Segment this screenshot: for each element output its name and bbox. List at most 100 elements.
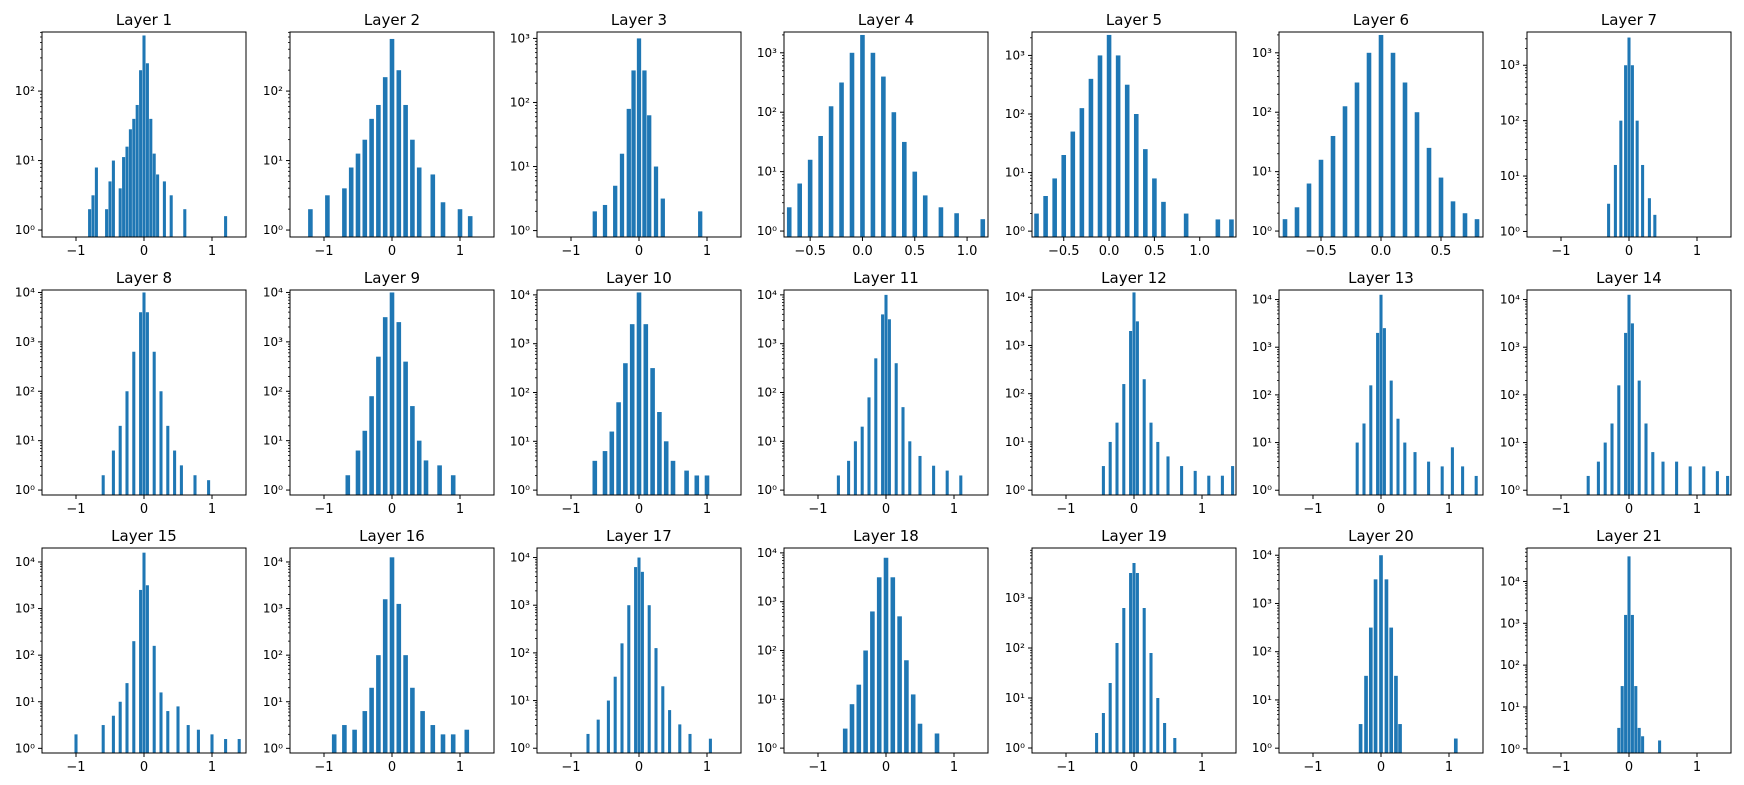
histogram-bar bbox=[602, 204, 608, 237]
histogram-bar bbox=[647, 115, 652, 237]
histogram-bar bbox=[637, 557, 641, 753]
histogram-bar bbox=[661, 686, 665, 753]
panel-title: Layer 5 bbox=[1106, 11, 1162, 29]
panel-title: Layer 16 bbox=[359, 527, 425, 545]
histogram-bar bbox=[883, 557, 889, 753]
histogram-bar bbox=[122, 157, 126, 237]
panel-layer-15: Layer 15 −1 0 1 10⁰ 10¹ 10² 10³ 10⁴ bbox=[15, 527, 247, 775]
y-tick-label: 10⁰ bbox=[1252, 224, 1272, 238]
histogram-bar bbox=[1627, 294, 1631, 495]
histogram-bar bbox=[118, 425, 122, 495]
x-tick-label: −1 bbox=[561, 760, 580, 775]
panel-layer-17: Layer 17 −1 0 1 10⁰ 10¹ 10² 10³ 10⁴ bbox=[510, 527, 742, 775]
histogram-bar bbox=[1156, 441, 1160, 495]
histogram-bar bbox=[1675, 461, 1679, 495]
histogram-bar bbox=[196, 729, 200, 753]
y-tick-label: 10¹ bbox=[263, 434, 283, 448]
histogram-bar bbox=[410, 687, 415, 753]
histogram-bar bbox=[1403, 442, 1407, 495]
y-tick-label: 10⁰ bbox=[15, 741, 35, 755]
histogram-bar bbox=[1596, 461, 1600, 495]
histogram-bar bbox=[650, 368, 655, 495]
histogram-bar bbox=[308, 209, 313, 237]
histogram-bar bbox=[1358, 724, 1363, 753]
histogram-bar bbox=[145, 585, 149, 753]
histogram-bar bbox=[910, 694, 916, 753]
histogram-bar bbox=[152, 153, 156, 237]
histogram-bar bbox=[1382, 328, 1386, 495]
x-tick-label: −1 bbox=[314, 760, 333, 775]
histogram-bar bbox=[152, 351, 156, 495]
histogram-bar bbox=[176, 706, 180, 753]
x-tick-label: 0.5 bbox=[1144, 244, 1165, 259]
y-tick-label: 10⁰ bbox=[1005, 483, 1025, 497]
histogram-bar bbox=[1135, 573, 1139, 753]
histogram-bar bbox=[128, 129, 132, 237]
histogram-bar bbox=[1106, 34, 1112, 237]
histogram-bar bbox=[867, 397, 871, 495]
histogram-bar bbox=[132, 118, 136, 237]
histogram-bar bbox=[1726, 475, 1730, 495]
y-tick-label: 10⁰ bbox=[1500, 224, 1520, 238]
y-tick-label: 10² bbox=[1252, 388, 1272, 402]
histogram-bar bbox=[1658, 740, 1662, 753]
y-tick-label: 10⁴ bbox=[1500, 293, 1520, 307]
histogram-bar bbox=[1624, 614, 1628, 753]
histogram-bar bbox=[688, 733, 692, 753]
y-tick-label: 10² bbox=[1252, 645, 1272, 659]
histogram-bar bbox=[1641, 164, 1645, 237]
panel-layer-19: Layer 19 −1 0 1 10⁰ 10¹ 10² 10³ bbox=[1005, 527, 1237, 775]
y-tick-label: 10² bbox=[1500, 658, 1520, 672]
histogram-bar bbox=[410, 406, 415, 495]
y-tick-label: 10⁰ bbox=[510, 224, 530, 238]
x-tick-label: 0 bbox=[140, 760, 148, 775]
y-tick-label: 10⁰ bbox=[757, 741, 777, 755]
histogram-bar bbox=[139, 70, 143, 237]
histogram-bar bbox=[1364, 675, 1368, 753]
panel-layer-9: Layer 9 −1 0 1 10⁰ 10¹ 10² 10³ 10⁴ bbox=[263, 269, 495, 517]
y-tick-label: 10³ bbox=[757, 337, 777, 351]
histogram-bar bbox=[839, 82, 844, 237]
x-tick-label: 1 bbox=[950, 760, 958, 775]
histogram-bar bbox=[870, 52, 876, 237]
x-tick-label: −1 bbox=[314, 244, 333, 259]
histogram-bar bbox=[1318, 159, 1324, 237]
histogram-bar bbox=[145, 63, 149, 238]
panel-layer-2: Layer 2 −1 0 1 10⁰ 10¹ 10² bbox=[263, 11, 495, 259]
y-tick-label: 10¹ bbox=[757, 692, 777, 706]
histogram-bar bbox=[1627, 37, 1631, 237]
x-tick-label: 1 bbox=[1693, 760, 1701, 775]
histogram-bar bbox=[853, 441, 857, 495]
y-tick-label: 10² bbox=[510, 646, 530, 660]
x-tick-label: 1.0 bbox=[1189, 244, 1210, 259]
histogram-bar bbox=[836, 475, 840, 495]
y-tick-label: 10¹ bbox=[757, 165, 777, 179]
y-tick-label: 10³ bbox=[1500, 616, 1520, 630]
histogram-bar bbox=[183, 209, 187, 237]
histogram-bar bbox=[1702, 466, 1706, 495]
histogram-bar bbox=[945, 470, 949, 495]
panel-layer-12: Layer 12 −1 0 1 10⁰ 10¹ 10² 10³ 10⁴ bbox=[1005, 269, 1237, 517]
x-tick-label: 1 bbox=[208, 244, 216, 259]
x-tick-label: 1.0 bbox=[957, 244, 978, 259]
y-tick-label: 10¹ bbox=[15, 695, 35, 709]
histogram-bar bbox=[623, 363, 628, 495]
histogram-bar bbox=[1474, 475, 1478, 495]
panel-layer-1: Layer 1 −1 0 1 10⁰ 10¹ 10² bbox=[15, 11, 247, 259]
histogram-bar bbox=[640, 571, 644, 753]
panel-title: Layer 4 bbox=[858, 11, 914, 29]
histogram-bar bbox=[1461, 466, 1465, 495]
y-tick-label: 10¹ bbox=[1500, 436, 1520, 450]
y-tick-label: 10⁴ bbox=[1500, 574, 1520, 588]
histogram-bar bbox=[1132, 292, 1136, 495]
histogram-bar bbox=[586, 733, 590, 753]
histogram-bar bbox=[1630, 65, 1634, 237]
histogram-bar bbox=[1462, 213, 1468, 237]
y-tick-label: 10⁰ bbox=[1252, 741, 1272, 755]
histogram-bar bbox=[908, 441, 912, 495]
histogram-bar bbox=[856, 684, 862, 753]
histogram-bar bbox=[142, 292, 146, 495]
x-tick-label: 1 bbox=[1693, 502, 1701, 517]
histogram-bar bbox=[1661, 461, 1665, 495]
histogram-bar bbox=[389, 38, 395, 237]
